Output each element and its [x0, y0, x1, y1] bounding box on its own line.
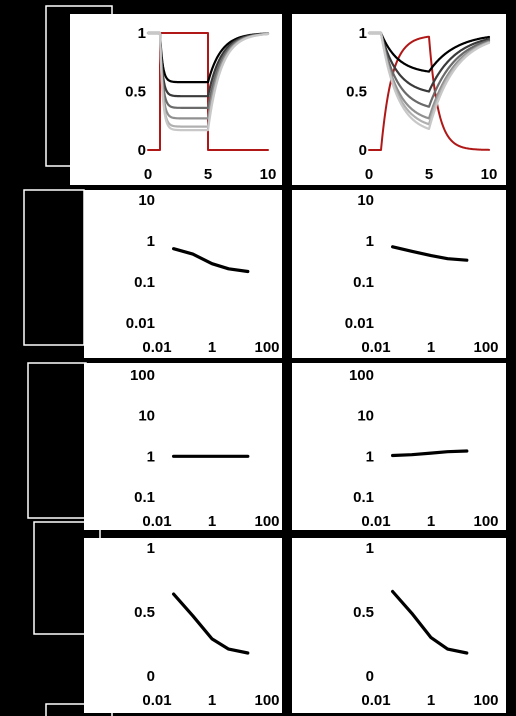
x-tick-label: 1 [427, 339, 435, 356]
chart-panel-1: 0 5 10 0 0.5 1 [70, 14, 282, 185]
y-tick-label: 0.5 [125, 84, 146, 101]
x-tick-label: 1 [427, 513, 435, 530]
x-tick-label: 1 [427, 692, 435, 709]
x-tick-label: 100 [254, 513, 279, 530]
y-tick-label: 10 [138, 192, 155, 209]
y-tick-label: 1 [138, 25, 146, 42]
panel-background [84, 538, 282, 713]
x-tick-label: 100 [473, 692, 498, 709]
panel-background [292, 363, 506, 530]
x-tick-label: 0.01 [361, 339, 390, 356]
x-tick-label: 1 [208, 339, 216, 356]
x-tick-label: 5 [425, 166, 433, 183]
chart-panel-6: 0.01 1 100 0.1 1 10 100 [292, 363, 506, 530]
chart-panel-7: 0.01 1 100 0 0.5 1 [84, 538, 282, 713]
x-tick-label: 100 [254, 692, 279, 709]
x-tick-label: 1 [208, 513, 216, 530]
y-tick-label: 10 [138, 408, 155, 425]
y-tick-label: 1 [359, 25, 367, 42]
chart-panel-3: 0.01 1 100 0.01 0.1 1 10 [84, 190, 282, 358]
panel-background [84, 363, 282, 530]
y-tick-label: 0.1 [134, 274, 155, 291]
series-line-3 [367, 31, 491, 93]
series-line-1 [391, 245, 469, 262]
x-tick-label: 0.01 [361, 513, 390, 530]
x-tick-label: 0.01 [142, 513, 171, 530]
x-tick-label: 0.01 [142, 339, 171, 356]
y-tick-label: 0.1 [353, 489, 374, 506]
y-tick-label: 0.01 [345, 315, 374, 332]
y-tick-label: 0 [359, 142, 367, 159]
x-tick-label: 0.01 [142, 692, 171, 709]
x-tick-label: 5 [204, 166, 212, 183]
y-tick-label: 100 [130, 367, 155, 384]
y-tick-label: 0 [147, 668, 155, 685]
y-tick-label: 0.1 [134, 489, 155, 506]
series-line-7 [146, 31, 270, 132]
series-line-2 [367, 31, 491, 73]
y-tick-label: 0.1 [353, 274, 374, 291]
series-line-7 [367, 31, 491, 130]
y-tick-label: 0.5 [134, 604, 155, 621]
y-tick-label: 1 [366, 448, 374, 465]
x-tick-label: 10 [481, 166, 498, 183]
panel-background [84, 190, 282, 358]
y-tick-label: 10 [357, 408, 374, 425]
x-tick-label: 100 [473, 339, 498, 356]
chart-panel-8: 0.01 1 100 0 0.5 1 [292, 538, 506, 713]
y-tick-label: 1 [366, 540, 374, 557]
series-line-1 [391, 449, 469, 458]
y-tick-label: 1 [147, 540, 155, 557]
y-tick-label: 0 [366, 668, 374, 685]
chart-panel-2: 0 5 10 0 0.5 1 [292, 14, 506, 185]
x-tick-label: 0.01 [361, 692, 390, 709]
y-tick-label: 1 [366, 233, 374, 250]
x-tick-label: 0 [144, 166, 152, 183]
panel-background [292, 190, 506, 358]
panel-background [292, 538, 506, 713]
chart-panel-4: 0.01 1 100 0.01 0.1 1 10 [292, 190, 506, 358]
series-line-1 [172, 592, 250, 655]
series-line-1 [368, 35, 490, 151]
series-line-1 [391, 589, 469, 655]
panel-background [70, 14, 282, 185]
x-tick-label: 100 [254, 339, 279, 356]
y-tick-label: 0.5 [353, 604, 374, 621]
y-tick-label: 1 [147, 448, 155, 465]
x-tick-label: 0 [365, 166, 373, 183]
x-tick-label: 10 [260, 166, 277, 183]
chart-panel-5: 0.01 1 100 0.1 1 10 100 [84, 363, 282, 530]
x-tick-label: 1 [208, 692, 216, 709]
y-tick-label: 0 [138, 142, 146, 159]
y-tick-label: 0.5 [346, 84, 367, 101]
series-line-1 [147, 32, 269, 151]
y-tick-label: 0.01 [126, 315, 155, 332]
y-tick-label: 1 [147, 233, 155, 250]
series-line-1 [172, 247, 250, 274]
y-tick-label: 100 [349, 367, 374, 384]
series-line-4 [367, 31, 491, 108]
y-tick-label: 10 [357, 192, 374, 209]
x-tick-label: 100 [473, 513, 498, 530]
